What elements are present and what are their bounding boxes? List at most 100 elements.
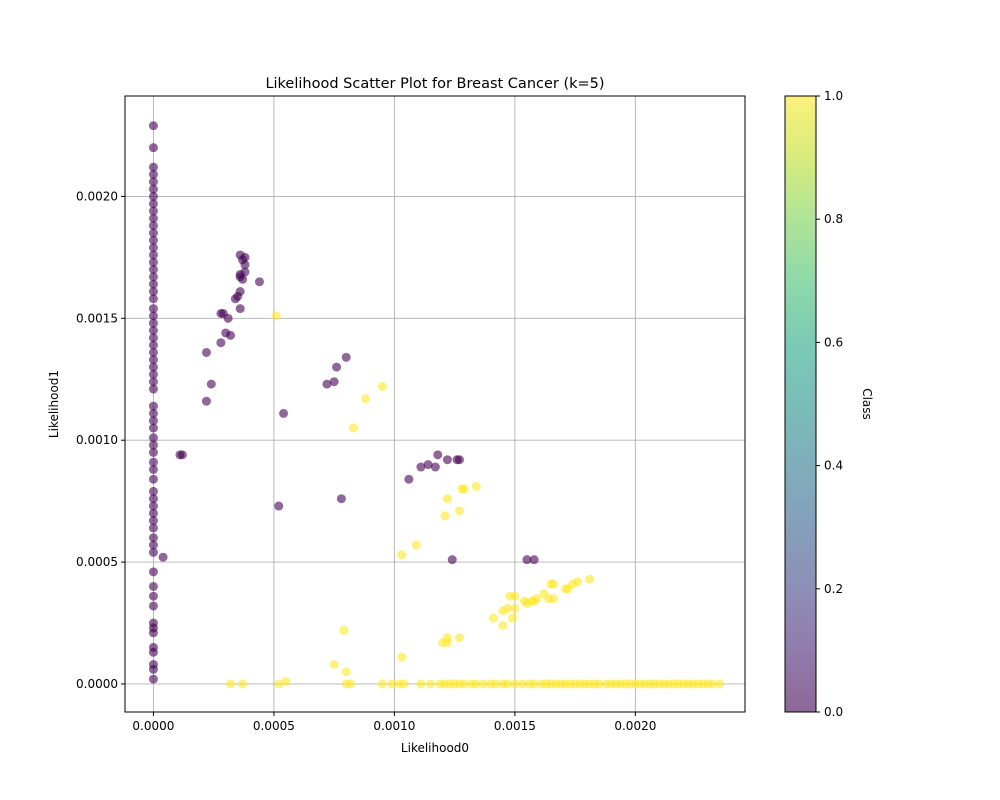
- colorbar: 0.0 0.2 0.4 0.6 0.8 1.0 Class: [784, 89, 874, 719]
- data-point: [488, 613, 498, 623]
- data-point: [387, 679, 397, 689]
- data-point: [423, 460, 433, 470]
- data-point: [498, 606, 508, 616]
- data-point: [148, 199, 158, 209]
- data-point: [148, 221, 158, 231]
- x-tick-label: 0.0000: [132, 719, 174, 733]
- data-point: [148, 447, 158, 457]
- data-point: [281, 677, 291, 687]
- data-point: [329, 659, 339, 669]
- data-point: [148, 474, 158, 484]
- data-point: [148, 304, 158, 314]
- data-point: [148, 501, 158, 511]
- y-tick-label: 0.0000: [76, 677, 118, 691]
- chart-title: Likelihood Scatter Plot for Breast Cance…: [265, 76, 604, 92]
- data-point: [377, 679, 387, 689]
- data-point: [503, 679, 513, 689]
- data-point: [223, 313, 233, 323]
- data-point: [548, 594, 558, 604]
- data-point: [459, 484, 469, 494]
- x-tick-label: 0.0005: [253, 719, 295, 733]
- data-point: [529, 555, 539, 565]
- data-point: [148, 591, 158, 601]
- data-point: [510, 603, 520, 613]
- data-point: [148, 265, 158, 275]
- colorbar-tick-label: 0.0: [824, 705, 843, 719]
- data-point: [510, 679, 520, 689]
- data-point: [148, 213, 158, 223]
- data-point: [271, 311, 281, 321]
- data-point: [447, 555, 457, 565]
- data-point: [158, 552, 168, 562]
- data-point: [148, 362, 158, 372]
- data-point: [148, 287, 158, 296]
- data-point: [707, 679, 717, 689]
- data-point: [522, 555, 532, 565]
- x-axis-label: Likelihood0: [401, 741, 469, 755]
- data-point: [505, 591, 515, 601]
- data-point: [148, 494, 158, 504]
- data-point: [416, 679, 426, 689]
- data-point: [206, 379, 216, 389]
- data-point: [148, 433, 158, 443]
- x-tick-label: 0.0010: [373, 719, 415, 733]
- data-point: [235, 287, 245, 296]
- data-point: [148, 664, 158, 674]
- data-point: [148, 206, 158, 216]
- data-point: [240, 260, 250, 270]
- data-point: [433, 450, 443, 460]
- data-point: [238, 679, 248, 689]
- data-point: [274, 679, 284, 689]
- data-point: [594, 679, 604, 689]
- data-point: [332, 362, 342, 372]
- data-point: [715, 679, 725, 689]
- data-point: [411, 540, 421, 550]
- colorbar-tick-label: 0.8: [824, 212, 843, 226]
- data-point: [507, 613, 517, 623]
- data-point: [148, 191, 158, 201]
- data-point: [148, 423, 158, 433]
- data-point: [254, 277, 264, 287]
- data-point: [148, 601, 158, 611]
- data-point: [226, 679, 236, 689]
- data-point: [442, 494, 452, 504]
- y-tick-label: 0.0005: [76, 555, 118, 569]
- y-axis-ticks: 0.0000 0.0005 0.0010 0.0015 0.0020: [76, 189, 125, 691]
- data-point: [491, 679, 501, 689]
- data-point: [148, 516, 158, 526]
- data-point: [148, 567, 158, 577]
- data-point: [148, 547, 158, 557]
- data-point: [148, 355, 158, 365]
- data-point: [360, 394, 370, 404]
- plot-area: 0.0000 0.0005 0.0010 0.0015 0.0020 0.00000.0…: [76, 95, 746, 733]
- data-point: [148, 272, 158, 282]
- data-point: [148, 416, 158, 426]
- colorbar-frame: [784, 95, 817, 713]
- y-tick-label: 0.0010: [76, 433, 118, 447]
- data-point: [377, 382, 387, 392]
- data-point: [148, 143, 158, 153]
- colorbar-ticks: 0.0 0.2 0.4 0.6 0.8 1.0: [816, 89, 843, 719]
- data-point: [148, 384, 158, 394]
- data-point: [529, 679, 539, 689]
- data-point: [148, 257, 158, 267]
- data-point: [322, 379, 332, 389]
- data-point: [177, 450, 187, 460]
- data-point: [454, 633, 464, 643]
- axes-frame: [124, 95, 746, 713]
- data-point: [148, 177, 158, 187]
- data-point: [399, 679, 409, 689]
- data-point: [148, 294, 158, 304]
- data-point: [148, 533, 158, 543]
- data-point: [274, 501, 284, 511]
- data-point: [397, 550, 407, 560]
- data-point: [459, 679, 469, 689]
- data-point: [529, 596, 539, 606]
- data-point: [341, 667, 351, 677]
- colorbar-label: Class: [860, 388, 874, 420]
- data-point: [226, 330, 236, 340]
- colorbar-tick-label: 0.4: [824, 459, 843, 473]
- data-point: [148, 647, 158, 657]
- data-point: [346, 679, 356, 689]
